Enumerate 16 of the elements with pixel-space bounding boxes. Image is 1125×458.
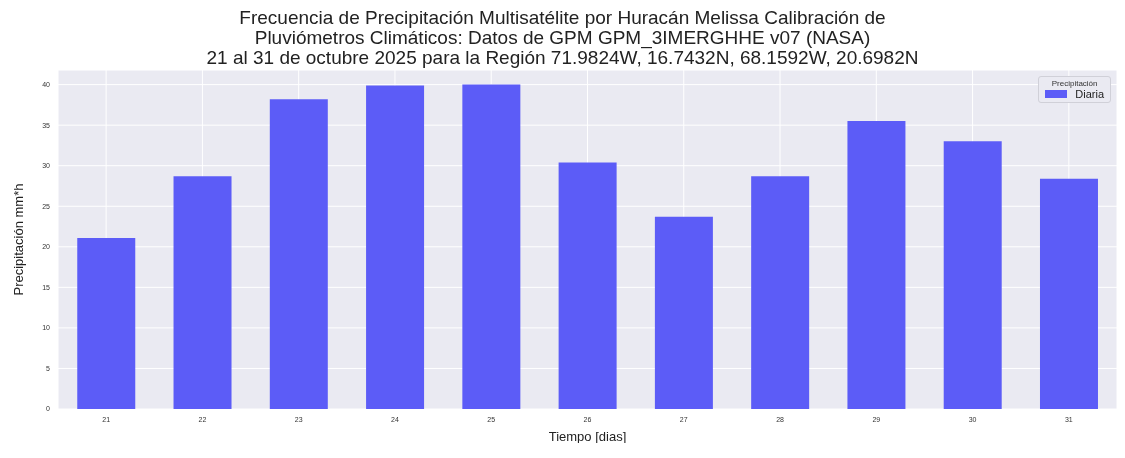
bar bbox=[943, 141, 1002, 409]
bar bbox=[654, 216, 713, 409]
bar bbox=[77, 237, 136, 409]
bar bbox=[269, 99, 328, 409]
bar bbox=[847, 121, 906, 409]
bar bbox=[1039, 178, 1098, 409]
bar bbox=[366, 85, 425, 409]
bar bbox=[462, 84, 521, 409]
legend-title: Precipitación bbox=[1050, 79, 1099, 88]
x-axis-title: Tiempo [dias] bbox=[548, 429, 627, 444]
y-axis-title: Precipitación mm*h bbox=[10, 183, 26, 296]
bar bbox=[751, 176, 810, 409]
legend-label: Diaria bbox=[1075, 88, 1104, 100]
chart-title: Frecuencia de Precipitación Multisatélite por Huracán Melissa Calibración de Pluviómetros Climáticos: Datos de GPM GPM_3IMERGHHE v07 (NASA) 21 al 31 de octubre 2025 para la Región 71.9824W, 16.7432N, 68.1592W, 20.6982N bbox=[205, 7, 920, 68]
bar bbox=[558, 162, 617, 409]
bar bbox=[173, 176, 232, 409]
